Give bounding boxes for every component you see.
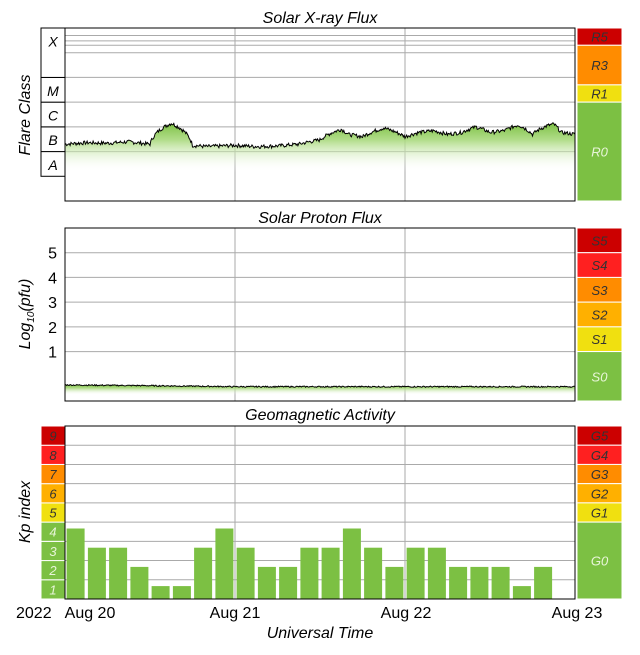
radio-scale-label: R3	[591, 58, 608, 73]
geomag-storm-scale-label: G2	[591, 486, 609, 501]
proton-y-tick: 1	[48, 345, 57, 362]
kp-bar	[406, 547, 425, 599]
geomag-plot-bg	[65, 426, 575, 599]
kp-bar	[194, 547, 213, 599]
geomag-panel: 1 2 3 4 5 6 7 8 9 G5 G4 G3 G2 G1 G0	[40, 425, 623, 600]
kp-bar	[491, 566, 510, 599]
kp-bar	[385, 566, 404, 599]
kp-bar	[300, 547, 319, 599]
kp-bar	[172, 586, 191, 599]
kp-bar	[364, 547, 383, 599]
kp-scale-label: 1	[49, 582, 56, 597]
x-tick-label: Aug 22	[381, 605, 432, 622]
kp-bar	[512, 586, 531, 599]
kp-bar	[151, 586, 170, 599]
xray-flux-area	[65, 122, 575, 172]
solar-radiation-scale-label: S4	[592, 258, 608, 273]
geomag-storm-scale-cell	[576, 521, 623, 600]
flare-class-cell	[40, 101, 66, 128]
proton-y-tick: 2	[48, 320, 57, 337]
proton-ylabel-sub: 10	[26, 311, 37, 323]
kp-scale-label: 5	[49, 506, 57, 521]
flare-class-cell	[40, 151, 66, 177]
geomag-storm-scale-label: G0	[591, 554, 609, 569]
proton-flux-line	[64, 383, 576, 389]
radio-scale-label: R0	[591, 145, 608, 160]
proton-y-tick: 5	[48, 246, 57, 263]
x-axis-title: Universal Time	[267, 625, 374, 642]
proton-panel: 1 2 3 4 5 S5 S4 S3 S2 S1 S0	[48, 227, 623, 402]
x-tick-label: Aug 23	[552, 605, 603, 622]
proton-plot-frame	[64, 227, 576, 402]
kp-scale-label: 7	[49, 467, 57, 482]
kp-bar	[215, 528, 234, 599]
proton-ylabel: Log10(pfu)	[17, 279, 37, 350]
proton-plot-bg	[65, 228, 575, 401]
geomag-ylabel: Kp index	[17, 480, 34, 543]
flare-class-cell	[40, 27, 66, 78]
solar-radiation-scale-cell	[576, 276, 623, 303]
kp-bar	[236, 547, 255, 599]
kp-scale-label: 2	[48, 563, 57, 578]
kp-bar	[279, 566, 298, 599]
flare-class-label: X	[47, 33, 58, 49]
kp-bar	[109, 547, 128, 599]
solar-radiation-scale-cell	[576, 252, 623, 278]
solar-radiation-scale-cell	[576, 326, 623, 353]
kp-bar	[449, 566, 468, 599]
geomag-storm-scale-label: G4	[591, 448, 608, 463]
solar-radiation-scale-cell	[576, 351, 623, 402]
xray-title: Solar X-ray Flux	[263, 10, 379, 27]
kp-scale-label: 8	[49, 448, 57, 463]
geomag-storm-scale-label: G5	[591, 429, 609, 444]
solar-radiation-scale-label: S0	[592, 369, 609, 384]
proton-y-tick: 4	[48, 270, 57, 287]
flare-class-label: A	[47, 157, 57, 173]
radio-scale-label: R5	[591, 30, 608, 45]
kp-bar	[470, 566, 489, 599]
geomag-storm-scale-label: G1	[591, 506, 608, 521]
geomag-title: Geomagnetic Activity	[245, 407, 396, 424]
geomag-storm-scale-label: G3	[591, 467, 609, 482]
xray-ylabel: Flare Class	[17, 75, 34, 156]
solar-radiation-scale-label: S2	[592, 308, 609, 323]
kp-scale-label: 3	[49, 544, 57, 559]
x-tick-label: Aug 21	[210, 605, 261, 622]
proton-y-tick: 3	[48, 295, 57, 312]
geomag-plot-frame	[64, 425, 576, 600]
flare-class-label: C	[48, 108, 59, 124]
kp-scale-label: 9	[49, 429, 56, 444]
time-axis: 2022 Aug 20 Aug 21 Aug 22 Aug 23 Univers…	[16, 605, 602, 642]
kp-scale-label: 4	[49, 525, 56, 540]
kp-bar	[66, 528, 85, 599]
proton-ylabel-tail: (pfu)	[17, 279, 34, 312]
proton-title: Solar Proton Flux	[258, 210, 383, 227]
kp-bar	[342, 528, 361, 599]
xray-flux-line	[64, 122, 576, 150]
kp-bar	[321, 547, 340, 599]
kp-bar	[427, 547, 446, 599]
kp-bar	[257, 566, 276, 599]
solar-radiation-scale-label: S1	[592, 332, 608, 347]
solar-radiation-scale-label: S3	[592, 283, 609, 298]
flare-class-label: B	[48, 132, 57, 148]
kp-bar	[87, 547, 106, 599]
year-label: 2022	[16, 605, 52, 622]
kp-bar	[534, 566, 553, 599]
flare-class-label: M	[47, 83, 59, 99]
proton-ylabel-main: Log	[17, 323, 34, 350]
radio-scale-cell	[576, 101, 623, 202]
solar-radiation-scale-label: S5	[592, 233, 609, 248]
kp-scale-label: 6	[49, 486, 57, 501]
xray-plot-bg	[65, 28, 575, 201]
kp-bar	[130, 566, 149, 599]
radio-scale-cell	[576, 44, 623, 86]
solar-radiation-scale-cell	[576, 301, 623, 328]
x-tick-label: Aug 20	[65, 605, 116, 622]
radio-scale-label: R1	[591, 87, 608, 102]
